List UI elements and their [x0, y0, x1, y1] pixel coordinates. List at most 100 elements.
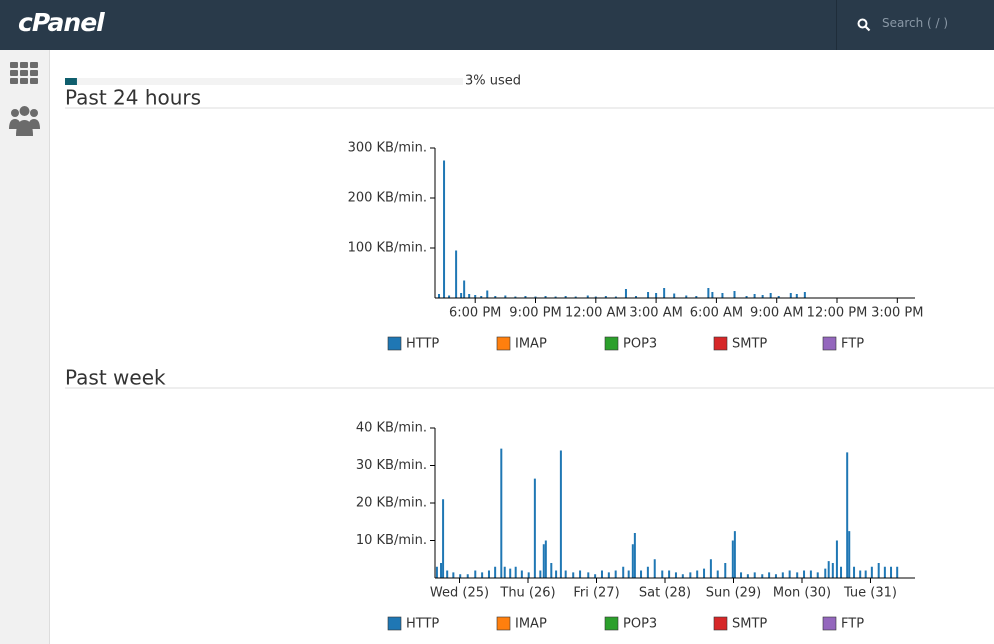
- bar: [674, 572, 677, 578]
- bar: [487, 570, 490, 578]
- bar: [440, 563, 443, 578]
- legend-label: SMTP: [732, 337, 767, 352]
- bar: [459, 574, 462, 578]
- legend-label: SMTP: [732, 617, 767, 632]
- bar: [604, 296, 607, 298]
- search-placeholder: Search ( / ): [882, 16, 949, 30]
- bar: [486, 290, 489, 298]
- bar: [673, 293, 676, 298]
- bar: [846, 452, 849, 578]
- bar: [777, 296, 780, 298]
- usage-label: 3% used: [465, 74, 521, 89]
- y-tick-label: 40 KB/min.: [356, 421, 427, 436]
- bar: [448, 295, 451, 298]
- bar: [480, 296, 483, 298]
- main-content: 3% used Past 24 hours 100 KB/min. 200 KB/m…: [65, 74, 994, 632]
- legend-label: FTP: [841, 337, 864, 352]
- legend-label: POP3: [623, 617, 657, 632]
- bar: [435, 566, 438, 578]
- bar: [614, 570, 617, 578]
- legend-swatch: [387, 616, 402, 631]
- bar: [661, 570, 664, 578]
- bar: [514, 296, 517, 298]
- bar: [633, 533, 636, 578]
- bar: [494, 296, 497, 298]
- sidebar: [0, 50, 50, 644]
- bar: [446, 570, 449, 578]
- bar: [685, 295, 688, 298]
- bar: [524, 296, 527, 298]
- bar: [877, 563, 880, 578]
- bar: [716, 570, 719, 578]
- bar: [711, 292, 714, 298]
- legend-label: HTTP: [406, 617, 439, 632]
- bar: [443, 160, 446, 298]
- bar: [796, 572, 799, 578]
- legend-swatch: [604, 616, 619, 631]
- y-tick-label: 300 KB/min.: [348, 141, 427, 156]
- x-tick-label: Wed (25): [430, 586, 489, 601]
- bar: [795, 294, 798, 298]
- search-box[interactable]: Search ( / ): [836, 0, 994, 50]
- bar: [835, 540, 838, 578]
- bar: [455, 250, 458, 298]
- bar: [635, 296, 638, 298]
- bar: [848, 531, 851, 578]
- y-tick-label: 20 KB/min.: [356, 496, 427, 511]
- bar: [896, 566, 899, 578]
- legend-swatch: [387, 336, 402, 351]
- bar: [539, 570, 542, 578]
- bar: [554, 296, 557, 298]
- bar: [840, 566, 843, 578]
- bar: [731, 540, 734, 578]
- bar: [474, 570, 477, 578]
- x-tick-label: Fri (27): [573, 586, 619, 601]
- users-icon[interactable]: [9, 106, 40, 136]
- y-tick-label: 100 KB/min.: [348, 241, 427, 256]
- bar: [494, 566, 497, 578]
- bar: [587, 572, 590, 578]
- bar: [452, 572, 455, 578]
- bar: [774, 574, 777, 578]
- x-tick-label: Tue (31): [843, 586, 897, 601]
- bar: [689, 572, 692, 578]
- x-tick-label: 6:00 AM: [690, 306, 743, 321]
- logo[interactable]: cPanel: [18, 8, 105, 37]
- bar: [769, 293, 772, 298]
- legend-label: IMAP: [515, 617, 547, 632]
- bar: [614, 296, 617, 298]
- bar: [564, 570, 567, 578]
- bar: [504, 295, 507, 298]
- bar: [468, 294, 471, 298]
- bar: [703, 568, 706, 578]
- bar: [653, 559, 656, 578]
- bar: [627, 570, 630, 578]
- bar: [827, 561, 830, 578]
- bar: [753, 294, 756, 298]
- bar: [564, 296, 567, 298]
- bar: [481, 572, 484, 578]
- bar: [707, 288, 710, 298]
- bar: [745, 296, 748, 298]
- legend-swatch: [496, 336, 511, 351]
- bar: [579, 570, 582, 578]
- y-tick-label: 200 KB/min.: [348, 191, 427, 206]
- bar: [883, 566, 886, 578]
- x-tick-label: Mon (30): [773, 586, 831, 601]
- bar: [586, 295, 589, 298]
- bar: [463, 280, 466, 298]
- bar: [600, 570, 603, 578]
- sidebar-icons: [9, 62, 40, 136]
- bar: [761, 574, 764, 578]
- bar: [442, 499, 445, 578]
- bar: [733, 291, 736, 298]
- legend-label: POP3: [623, 337, 657, 352]
- usage-fill: [65, 78, 77, 85]
- x-tick-label: Sat (28): [639, 586, 691, 601]
- x-tick-label: 6:00 PM: [449, 306, 501, 321]
- y-tick-label: 10 KB/min.: [356, 533, 427, 548]
- x-tick-label: 9:00 AM: [750, 306, 803, 321]
- bar: [460, 293, 463, 298]
- apps-icon[interactable]: [10, 62, 38, 84]
- bar: [663, 288, 666, 298]
